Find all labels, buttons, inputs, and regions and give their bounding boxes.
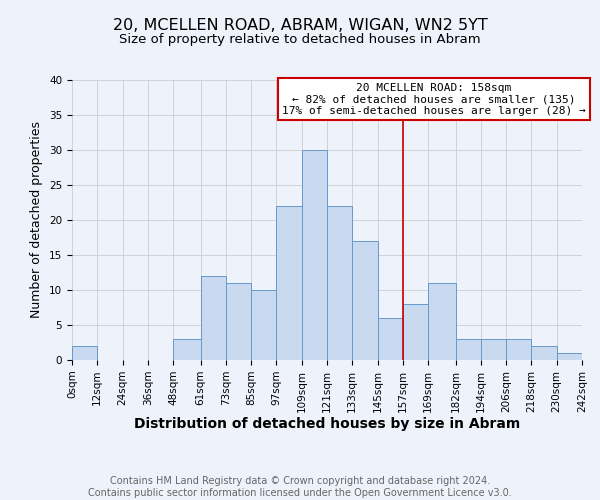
- Y-axis label: Number of detached properties: Number of detached properties: [31, 122, 43, 318]
- Bar: [403, 304, 428, 360]
- Bar: [327, 206, 352, 360]
- Text: 20, MCELLEN ROAD, ABRAM, WIGAN, WN2 5YT: 20, MCELLEN ROAD, ABRAM, WIGAN, WN2 5YT: [113, 18, 487, 32]
- Text: 20 MCELLEN ROAD: 158sqm
← 82% of detached houses are smaller (135)
17% of semi-d: 20 MCELLEN ROAD: 158sqm ← 82% of detache…: [282, 83, 586, 116]
- Bar: [455, 339, 481, 360]
- Bar: [277, 206, 302, 360]
- Bar: [506, 339, 532, 360]
- Text: Size of property relative to detached houses in Abram: Size of property relative to detached ho…: [119, 32, 481, 46]
- Bar: [302, 150, 327, 360]
- Bar: [173, 339, 200, 360]
- X-axis label: Distribution of detached houses by size in Abram: Distribution of detached houses by size …: [134, 418, 520, 432]
- Bar: [352, 241, 377, 360]
- Bar: [532, 346, 557, 360]
- Bar: [72, 346, 97, 360]
- Bar: [200, 276, 226, 360]
- Bar: [428, 283, 455, 360]
- Text: Contains HM Land Registry data © Crown copyright and database right 2024.
Contai: Contains HM Land Registry data © Crown c…: [88, 476, 512, 498]
- Bar: [557, 353, 582, 360]
- Bar: [251, 290, 277, 360]
- Bar: [377, 318, 403, 360]
- Bar: [481, 339, 506, 360]
- Bar: [226, 283, 251, 360]
